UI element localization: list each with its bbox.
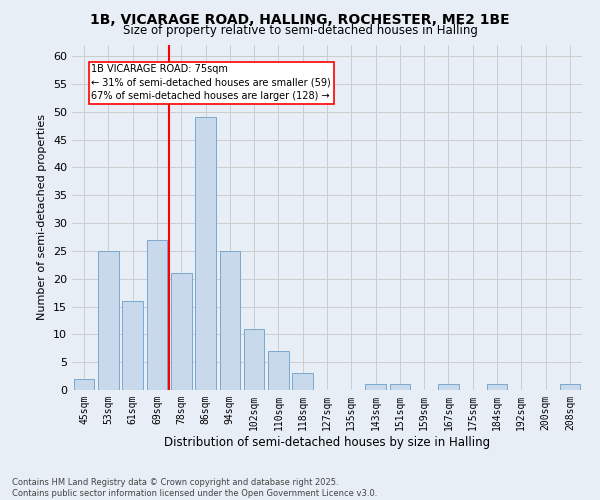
Text: Size of property relative to semi-detached houses in Halling: Size of property relative to semi-detach…	[122, 24, 478, 37]
Bar	[292, 374, 313, 390]
Bar	[220, 251, 240, 390]
Bar	[195, 118, 216, 390]
Bar	[438, 384, 459, 390]
Bar	[74, 379, 94, 390]
X-axis label: Distribution of semi-detached houses by size in Halling: Distribution of semi-detached houses by …	[164, 436, 490, 448]
Bar	[146, 240, 167, 390]
Bar	[98, 251, 119, 390]
Bar	[244, 329, 265, 390]
Text: 1B, VICARAGE ROAD, HALLING, ROCHESTER, ME2 1BE: 1B, VICARAGE ROAD, HALLING, ROCHESTER, M…	[90, 12, 510, 26]
Y-axis label: Number of semi-detached properties: Number of semi-detached properties	[37, 114, 47, 320]
Bar	[487, 384, 508, 390]
Bar	[560, 384, 580, 390]
Text: 1B VICARAGE ROAD: 75sqm
← 31% of semi-detached houses are smaller (59)
67% of se: 1B VICARAGE ROAD: 75sqm ← 31% of semi-de…	[91, 64, 331, 101]
Bar	[171, 273, 191, 390]
Bar	[365, 384, 386, 390]
Bar	[389, 384, 410, 390]
Bar	[122, 301, 143, 390]
Bar	[268, 351, 289, 390]
Text: Contains HM Land Registry data © Crown copyright and database right 2025.
Contai: Contains HM Land Registry data © Crown c…	[12, 478, 377, 498]
